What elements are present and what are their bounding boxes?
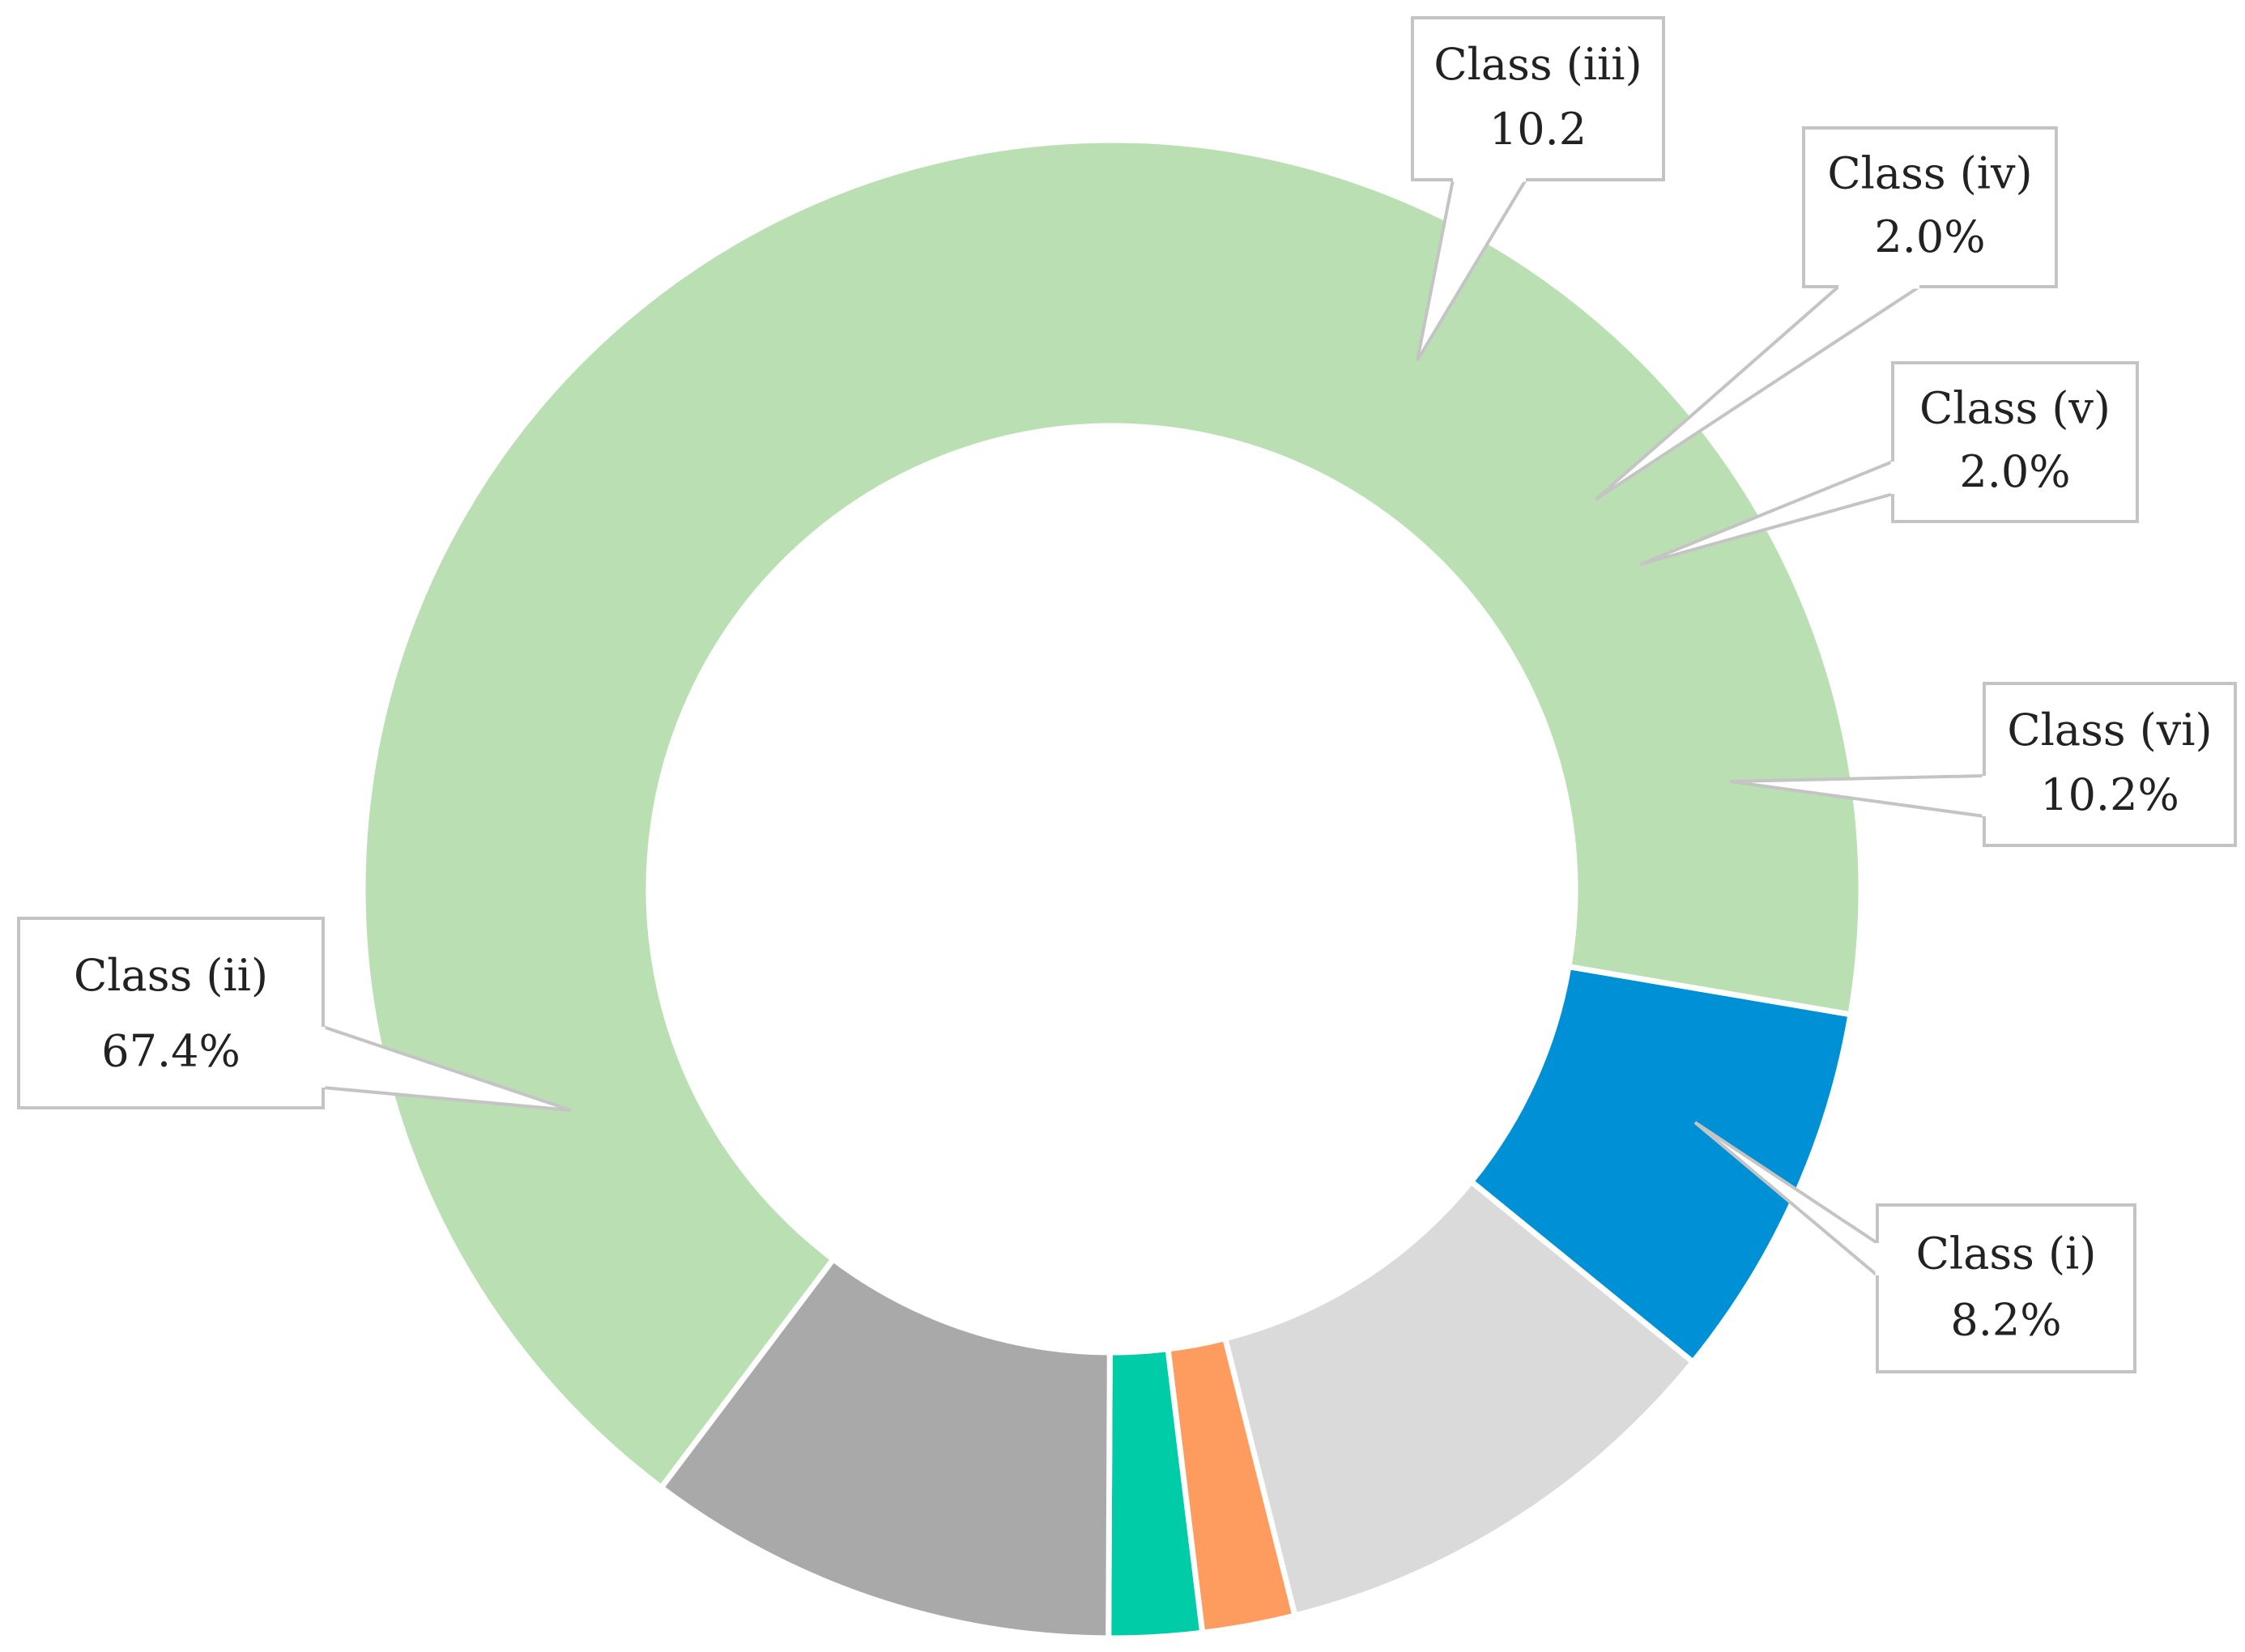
callout-class-iv: Class (iv) 2.0% xyxy=(1594,126,2058,501)
callout-category-label: Class (v) xyxy=(1919,382,2111,433)
callout-box xyxy=(1876,1203,2136,1373)
callout-value-label: 10.2% xyxy=(2040,769,2179,820)
callout-class-vi: Class (vi) 10.2% xyxy=(1729,682,2237,847)
data-callouts: Class (i) 8.2% Class (vi) 10.2% Class (v) 2.0… xyxy=(17,16,2237,1373)
callout-category-label: Class (ii) xyxy=(74,950,268,1001)
callout-box xyxy=(17,917,325,1109)
callout-value-label: 67.4% xyxy=(101,1026,241,1077)
callout-value-label: 2.0% xyxy=(1874,211,1985,262)
callout-box xyxy=(1891,361,2139,523)
callout-category-label: Class (i) xyxy=(1916,1228,2097,1279)
donut-slices xyxy=(360,137,1864,1641)
callout-value-label: 10.2 xyxy=(1489,104,1587,155)
callout-category-label: Class (vi) xyxy=(2007,705,2212,756)
callout-class-v: Class (v) 2.0% xyxy=(1639,361,2139,566)
callout-class-iii: Class (iii) 10.2 xyxy=(1411,16,1665,362)
callout-value-label: 8.2% xyxy=(1950,1295,2061,1346)
callout-box xyxy=(1802,126,2058,288)
callout-category-label: Class (iii) xyxy=(1433,39,1642,90)
callout-class-ii: Class (ii) 67.4% xyxy=(17,917,572,1112)
callout-category-label: Class (iv) xyxy=(1827,147,2032,198)
callout-class-i: Class (i) 8.2% xyxy=(1693,1121,2136,1373)
slice-class-vi xyxy=(1221,1177,1698,1620)
callout-box xyxy=(1983,682,2237,847)
callout-value-label: 2.0% xyxy=(1959,446,2070,497)
slice-class-iii xyxy=(657,1255,1113,1641)
callout-box xyxy=(1411,16,1665,181)
slice-class-ii xyxy=(360,137,1864,1492)
